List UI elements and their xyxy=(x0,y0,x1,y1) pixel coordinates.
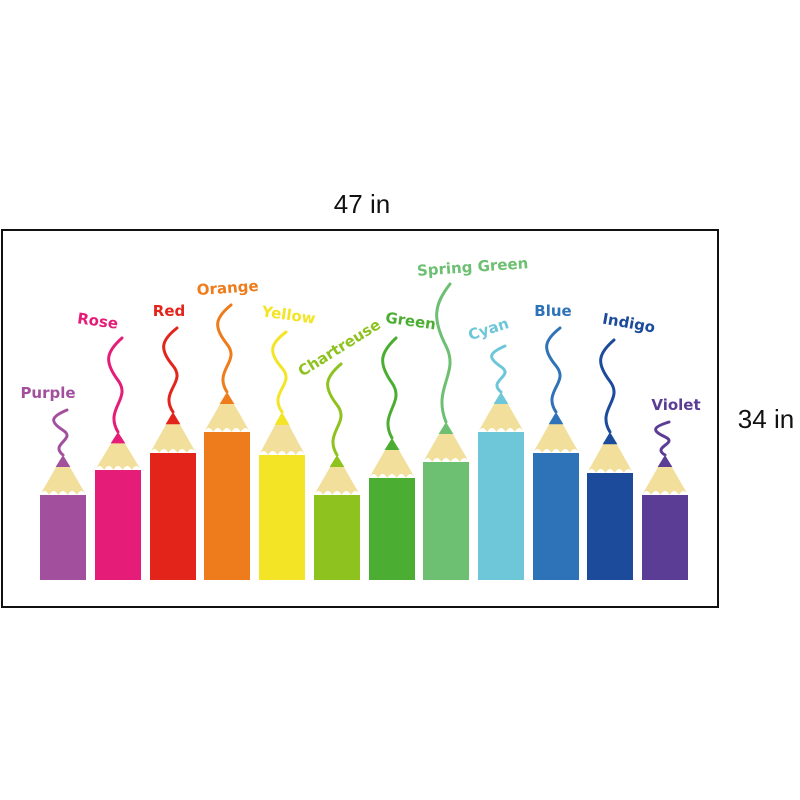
pencil-string xyxy=(654,420,671,457)
pencil-cone xyxy=(95,432,141,470)
pencil-string xyxy=(162,326,179,414)
pencil-cone xyxy=(314,455,360,495)
pencil: Violet xyxy=(642,396,701,580)
pencil-cone xyxy=(150,412,196,453)
pencil-tip xyxy=(274,412,290,425)
pencil-tip xyxy=(438,422,454,434)
pencil-body xyxy=(259,455,305,580)
pencil-string xyxy=(381,336,398,440)
pencil-string xyxy=(52,408,69,457)
pencil-body xyxy=(95,470,141,580)
pencil-tip xyxy=(110,432,126,444)
pencil: Indigo xyxy=(587,310,657,580)
pencil-cone xyxy=(40,455,86,495)
pencil-cone xyxy=(478,392,524,432)
pencil-cone xyxy=(369,438,415,478)
height-label: 34 in xyxy=(738,404,794,434)
pencil: Yellow xyxy=(259,302,317,580)
pencil-body xyxy=(314,495,360,580)
pencil-string xyxy=(216,303,233,394)
pencil-tip xyxy=(219,392,235,404)
pencil-cone xyxy=(642,455,688,495)
pencil: Purple xyxy=(20,384,86,580)
pencil-tip xyxy=(384,438,400,450)
pencil-body xyxy=(478,432,524,580)
pencil-label: Orange xyxy=(196,277,259,299)
pencil-string xyxy=(271,330,288,414)
pencil-body xyxy=(642,495,688,580)
pencil-cone xyxy=(587,432,633,473)
pencil-label: Rose xyxy=(76,309,119,333)
pencil-body xyxy=(150,453,196,580)
pencil-body xyxy=(423,462,469,580)
pencil-label: Blue xyxy=(534,302,571,320)
pencil-body xyxy=(587,473,633,580)
pencil-tip xyxy=(602,432,618,445)
pencil: Rose xyxy=(76,309,141,580)
width-label: 47 in xyxy=(334,189,390,219)
pencil-string xyxy=(107,336,124,434)
pencil-string xyxy=(490,344,507,394)
pencil-cone xyxy=(423,422,469,462)
pencil: Red xyxy=(150,302,196,580)
pencil-cone xyxy=(204,392,250,432)
pencil-body xyxy=(533,453,579,580)
pencil-tip xyxy=(55,455,71,467)
pencil-cone xyxy=(259,412,305,455)
pencil-cone xyxy=(533,412,579,453)
pencil-tip xyxy=(657,455,673,467)
pencil-body xyxy=(204,432,250,580)
pencil-string xyxy=(435,282,452,424)
pencil-string xyxy=(599,338,616,434)
pencil-body xyxy=(369,478,415,580)
pencil-label: Purple xyxy=(20,384,75,402)
pencil-tip xyxy=(165,412,181,425)
pencil-tip xyxy=(548,412,564,425)
pencil-tip xyxy=(493,392,509,404)
pencil: Blue xyxy=(533,302,579,580)
pencil: Orange xyxy=(196,277,259,580)
pencil-body xyxy=(40,495,86,580)
pencil-string xyxy=(326,362,343,457)
pencil-string xyxy=(545,326,562,414)
pencil-tip xyxy=(329,455,345,467)
pencil-label: Red xyxy=(153,302,185,320)
pencil-label: Violet xyxy=(651,396,700,414)
